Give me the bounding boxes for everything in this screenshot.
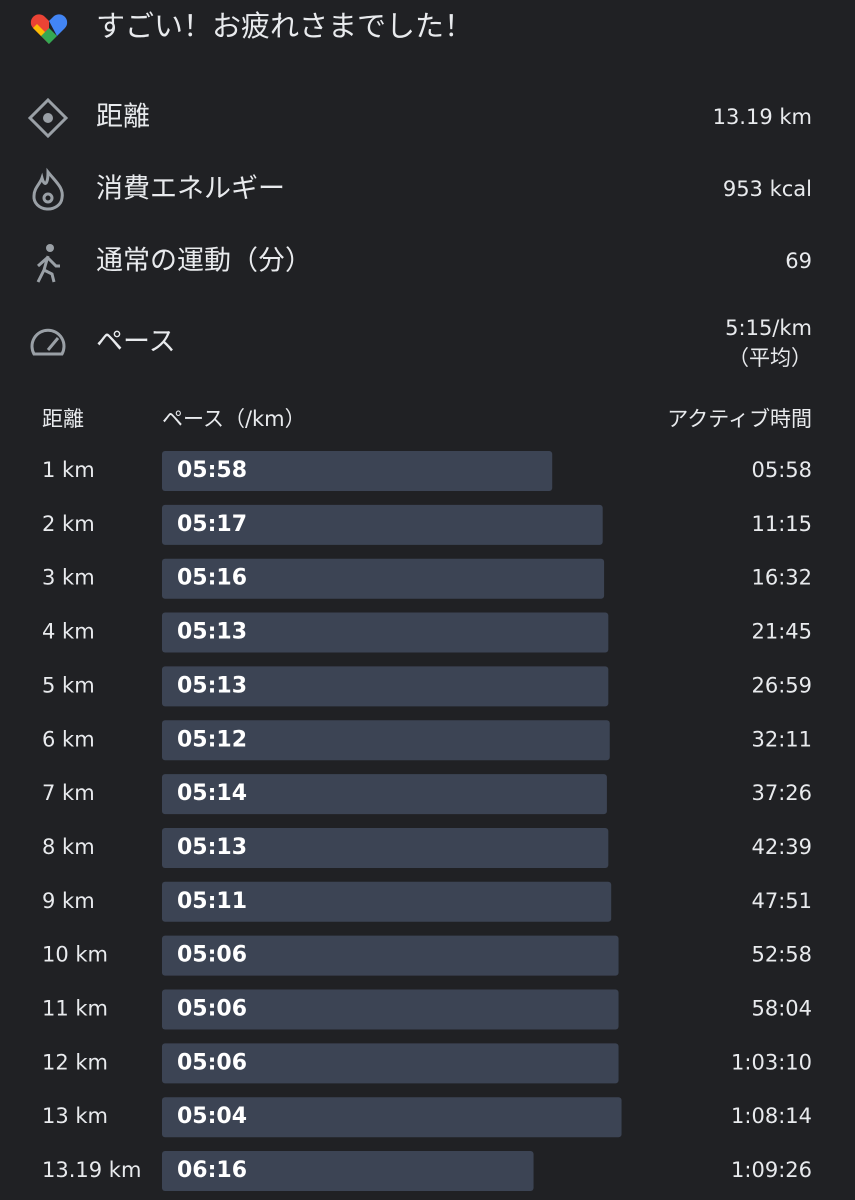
pace-bar — [162, 612, 609, 653]
split-time: 47:51 — [751, 889, 812, 913]
split-pace: 05:14 — [177, 781, 247, 806]
split-pace: 05:13 — [177, 835, 247, 860]
stat-label: 消費エネルギー — [96, 174, 285, 205]
pace-bar — [162, 1043, 619, 1084]
pace-bar — [162, 504, 603, 545]
split-distance: 7 km — [42, 781, 95, 805]
stat-value: 5:15/km — [725, 316, 812, 340]
split-pace: 05:13 — [177, 620, 247, 645]
split-distance: 4 km — [42, 620, 95, 644]
stat-label: 通常の運動（分） — [96, 246, 312, 277]
column-header: アクティブ時間 — [667, 407, 812, 431]
stat-value: 69 — [785, 249, 812, 273]
pace-bar — [162, 558, 605, 599]
split-time: 05:58 — [751, 458, 812, 482]
column-header: ペース（/km） — [162, 407, 306, 431]
split-distance: 2 km — [42, 512, 95, 536]
stat-label: ペース — [96, 327, 176, 358]
split-distance: 12 km — [42, 1050, 108, 1074]
split-time: 26:59 — [751, 673, 812, 697]
title: すごい！お疲れさまでした！ — [96, 9, 473, 43]
split-time: 16:32 — [751, 566, 812, 590]
icon-pace — [30, 328, 66, 356]
split-time: 1:03:10 — [731, 1050, 812, 1074]
split-distance: 3 km — [42, 566, 95, 590]
split-pace: 05:06 — [177, 997, 247, 1022]
split-time: 21:45 — [751, 620, 812, 644]
icon-distance — [27, 97, 69, 139]
split-time: 42:39 — [751, 835, 812, 859]
split-pace: 06:16 — [177, 1158, 247, 1183]
fit-logo — [30, 14, 68, 44]
split-pace: 05:12 — [177, 727, 247, 752]
pace-bar — [162, 774, 607, 815]
stat-value: 953 kcal — [723, 177, 812, 201]
pace-bar — [162, 451, 553, 491]
split-pace: 05:11 — [177, 889, 247, 914]
split-pace: 05:04 — [177, 1104, 247, 1129]
pace-bar — [162, 1151, 534, 1192]
pace-bar — [162, 881, 612, 922]
split-pace: 05:16 — [177, 566, 247, 591]
split-distance: 9 km — [42, 889, 95, 913]
split-pace: 05:13 — [177, 673, 247, 698]
split-time: 52:58 — [751, 943, 812, 967]
pace-bar — [162, 827, 609, 868]
split-distance: 5 km — [42, 673, 95, 697]
split-distance: 8 km — [42, 835, 95, 859]
stat-value: 13.19 km — [713, 105, 812, 129]
split-distance: 10 km — [42, 943, 108, 967]
column-header: 距離 — [42, 407, 84, 431]
stat-label: 距離 — [96, 102, 150, 133]
split-pace: 05:06 — [177, 1050, 247, 1075]
pace-bar — [162, 720, 610, 761]
split-distance: 13.19 km — [42, 1158, 141, 1182]
split-distance: 6 km — [42, 727, 95, 751]
stat-note: （平均） — [728, 346, 812, 370]
split-time: 37:26 — [751, 781, 812, 805]
split-distance: 1 km — [42, 458, 95, 482]
split-time: 11:15 — [751, 512, 812, 536]
split-time: 1:08:14 — [731, 1104, 812, 1128]
split-distance: 11 km — [42, 997, 108, 1021]
pace-bar — [162, 989, 619, 1030]
split-time: 32:11 — [751, 727, 812, 751]
pace-bar — [162, 666, 609, 707]
split-distance: 13 km — [42, 1104, 108, 1128]
icon-walk — [36, 244, 60, 283]
split-pace: 05:17 — [177, 512, 247, 537]
pace-bar — [162, 1097, 622, 1138]
split-pace: 05:58 — [177, 458, 247, 483]
pace-bar — [162, 935, 619, 976]
split-time: 1:09:26 — [731, 1158, 812, 1182]
split-time: 58:04 — [751, 997, 812, 1021]
split-pace: 05:06 — [177, 943, 247, 968]
icon-energy — [32, 167, 64, 211]
